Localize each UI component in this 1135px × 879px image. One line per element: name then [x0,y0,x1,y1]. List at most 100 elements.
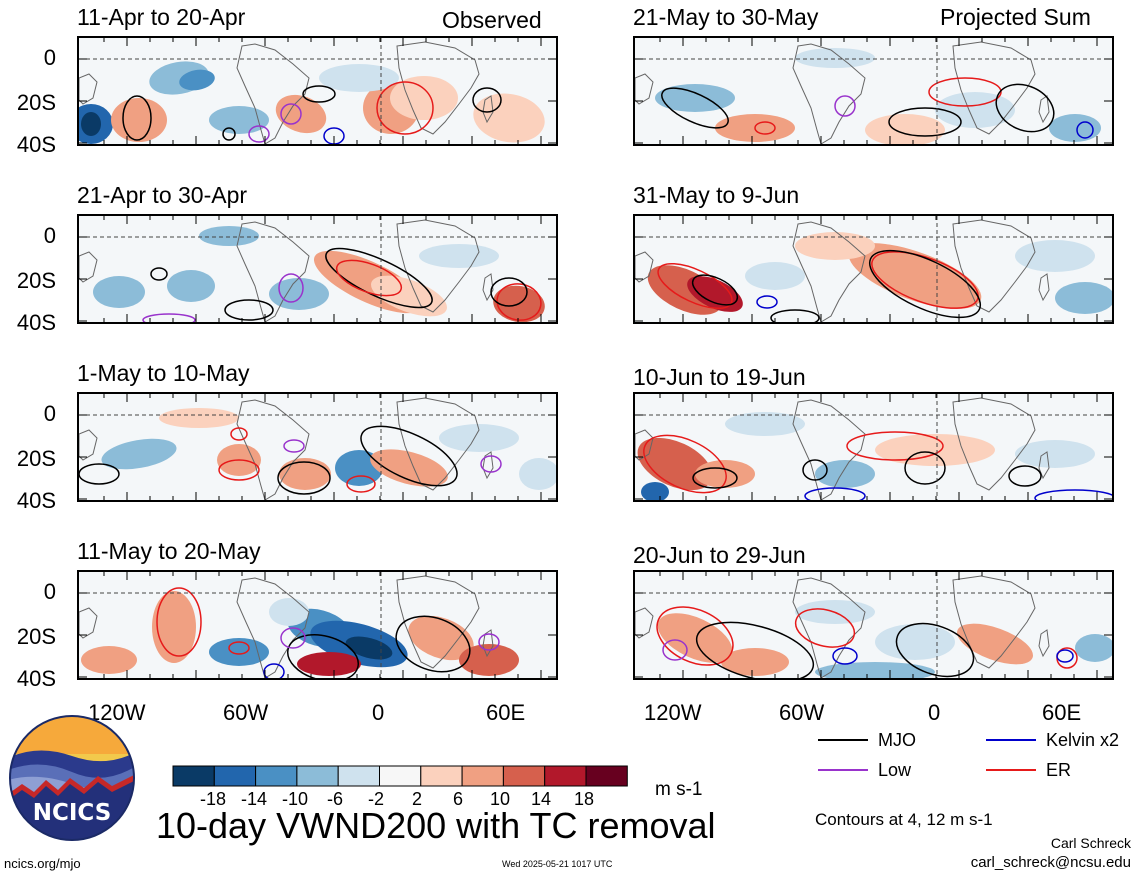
wave-contour [868,249,982,319]
anomaly-shading [935,92,1015,128]
wave-contour [904,451,946,485]
wave-contour [656,606,734,666]
panel-title-5: 21-May to 30-May [633,4,819,30]
anomaly-shading [1015,240,1095,272]
author-name: Carl Schreck [1050,835,1131,851]
legend-line-low [818,769,868,771]
south-america-outline [236,221,310,322]
y-tick-label: 20S [16,90,56,115]
anomaly-shading [815,460,875,488]
wave-contour [804,487,866,500]
y-tick-label: 0 [43,45,56,70]
anomaly-shading [1015,440,1095,468]
map-panel-7 [633,392,1114,502]
anomaly-shading [1049,114,1101,142]
y-tick-label: 40S [16,310,56,335]
australia-outline [635,607,654,639]
australia-outline [635,251,654,283]
anomaly-shading [209,638,269,666]
south-america-outline [236,399,310,500]
anomaly-shading [657,613,733,663]
colorbar-tick: 6 [453,789,464,809]
wave-contour [480,455,502,473]
observed-label: Observed [442,7,542,33]
anomaly-shading [687,276,743,312]
africa-outline [952,397,1036,491]
wave-contour [834,95,856,117]
wave-contour [278,273,304,303]
africa-outline [952,575,1036,669]
wave-contour [142,313,196,322]
anomaly-shading [269,278,329,310]
y-tick-label: 40S [16,132,56,157]
x-tick-label: 120W [644,700,702,725]
anomaly-shading [641,482,669,500]
author-email[interactable]: carl_schreck@ncsu.edu [970,854,1131,871]
x-tick-label: 60W [223,700,269,725]
x-tick-label: 0 [372,700,385,725]
wave-contour [871,251,979,309]
wave-contour [794,608,856,648]
ncics-logo-text: NCICS [33,800,112,826]
wave-contour [280,627,306,649]
australia-outline [79,429,98,461]
africa-outline [396,219,480,313]
wave-contour [496,283,542,321]
anomaly-shading [297,652,361,676]
wave-contour [691,274,739,306]
y-tick-label: 0 [43,401,56,426]
wave-contour [662,639,688,661]
anomaly-shading [439,424,519,452]
colorbar-swatch [255,765,298,787]
timestamp: Wed 2025-05-21 1017 UTC [502,859,613,869]
ncics-logo: NCICS [9,715,135,841]
wave-contour [928,77,1002,107]
south-america-outline [792,399,866,500]
panel-title-7: 10-Jun to 19-Jun [633,364,806,390]
x-tick-label: 0 [928,700,941,725]
map-panel-8 [633,570,1114,680]
wave-contour [1076,121,1094,139]
wave-contour [802,459,828,481]
map-panel-2 [77,214,558,324]
anomaly-shading [875,434,995,466]
y-tick-label: 0 [43,223,56,248]
panel-title-8: 20-Jun to 29-Jun [633,542,806,568]
wave-contour [302,85,336,103]
anomaly-shading [848,243,982,309]
colorbar-swatch [296,765,339,787]
anomaly-shading [795,232,875,260]
wave-contour [325,247,433,309]
map-panel-4 [77,570,558,680]
anomaly-shading [167,270,215,302]
wave-contour [283,439,305,453]
madagascar-outline [482,95,494,124]
chart-title: 10-day VWND200 with TC removal [156,805,716,846]
legend-label-er: ER [1046,760,1072,780]
wave-contour [888,107,962,137]
legend-line-kelvin [986,739,1036,741]
colorbar-tick: -6 [327,789,344,809]
wave-contour [490,277,528,307]
wave-contour [287,634,359,678]
panel-title-4: 11-May to 20-May [77,538,261,564]
south-america-outline [792,221,866,322]
site-url[interactable]: ncics.org/mjo [4,856,81,871]
madagascar-outline [1038,451,1050,480]
colorbar-swatch [502,765,546,787]
wave-contour [222,127,236,141]
wave-contour [79,463,120,485]
panel-title-6: 31-May to 9-Jun [633,182,800,208]
africa-outline [396,575,480,669]
panel-title-2: 21-Apr to 30-Apr [77,182,248,208]
anomaly-shading [81,112,101,136]
anomaly-shading [111,98,167,142]
africa-outline [396,41,480,135]
wave-contour [360,425,458,487]
wave-contour [1034,489,1112,500]
anomaly-shading [199,226,259,246]
colorbar-swatch [172,765,215,787]
anomaly-shading [815,662,935,678]
anomaly-shading [519,458,556,490]
legend-line-er [986,769,1036,771]
